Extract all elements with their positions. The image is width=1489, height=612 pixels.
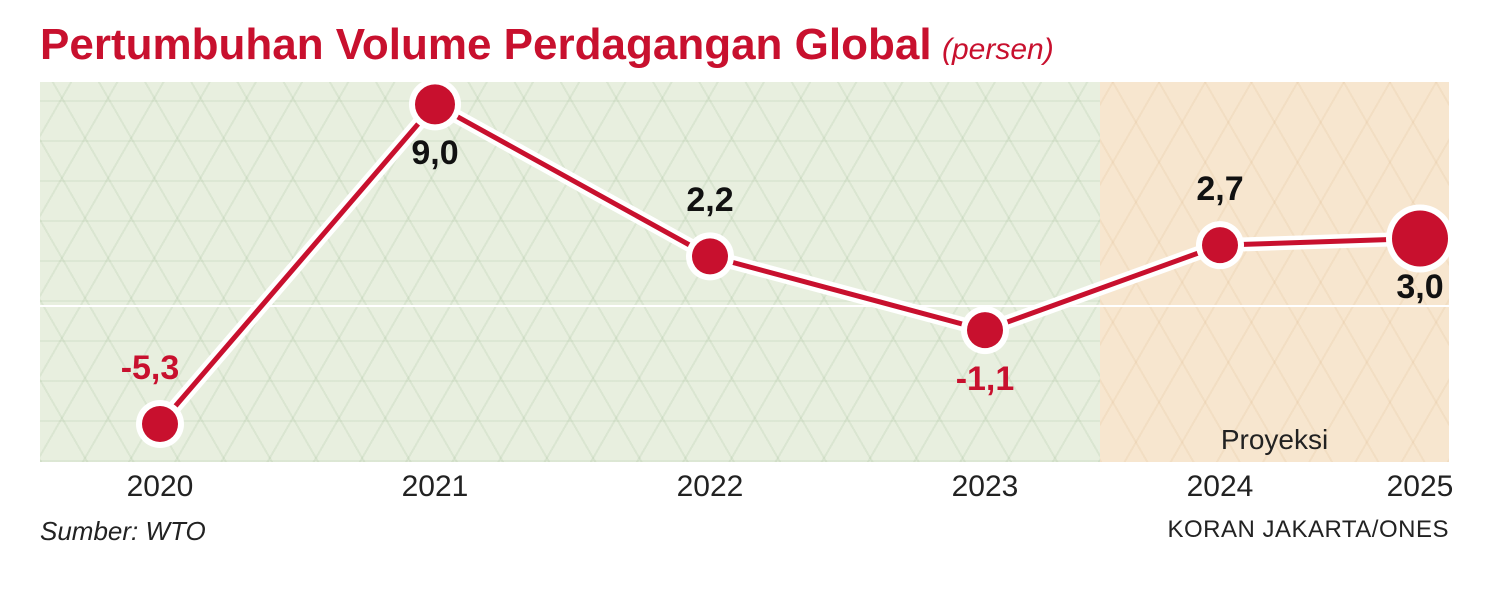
chart-plot-area: Proyeksi -5,3 9,0 2,2 -1,1 2,7 3,0	[40, 82, 1449, 462]
value-label: 3,0	[1396, 268, 1443, 307]
chart-unit: (persen)	[942, 33, 1054, 66]
x-axis-label: 2021	[402, 470, 469, 504]
x-axis-label: 2023	[952, 470, 1019, 504]
chart-title-row: Pertumbuhan Volume Perdagangan Global (p…	[40, 20, 1449, 70]
source-text: Sumber: WTO	[40, 516, 206, 547]
x-axis-label: 2022	[677, 470, 744, 504]
x-axis-label: 2020	[127, 470, 194, 504]
value-label: -1,1	[956, 360, 1015, 399]
x-axis-label: 2025	[1387, 470, 1454, 504]
chart-title: Pertumbuhan Volume Perdagangan Global	[40, 20, 932, 69]
x-axis-labels: 202020212022202320242025	[40, 462, 1449, 512]
source-prefix: Sumber:	[40, 516, 138, 546]
source-name: WTO	[146, 516, 206, 546]
value-label: 9,0	[411, 134, 458, 173]
value-label: 2,7	[1196, 170, 1243, 209]
value-label: -5,3	[121, 349, 180, 388]
line-chart-svg	[40, 82, 1449, 462]
x-axis-label: 2024	[1187, 470, 1254, 504]
projection-label: Proyeksi	[1221, 424, 1328, 456]
value-label: 2,2	[686, 181, 733, 220]
credit-text: KORAN JAKARTA/ONES	[1167, 516, 1449, 547]
chart-footer: Sumber: WTO KORAN JAKARTA/ONES	[40, 516, 1449, 547]
